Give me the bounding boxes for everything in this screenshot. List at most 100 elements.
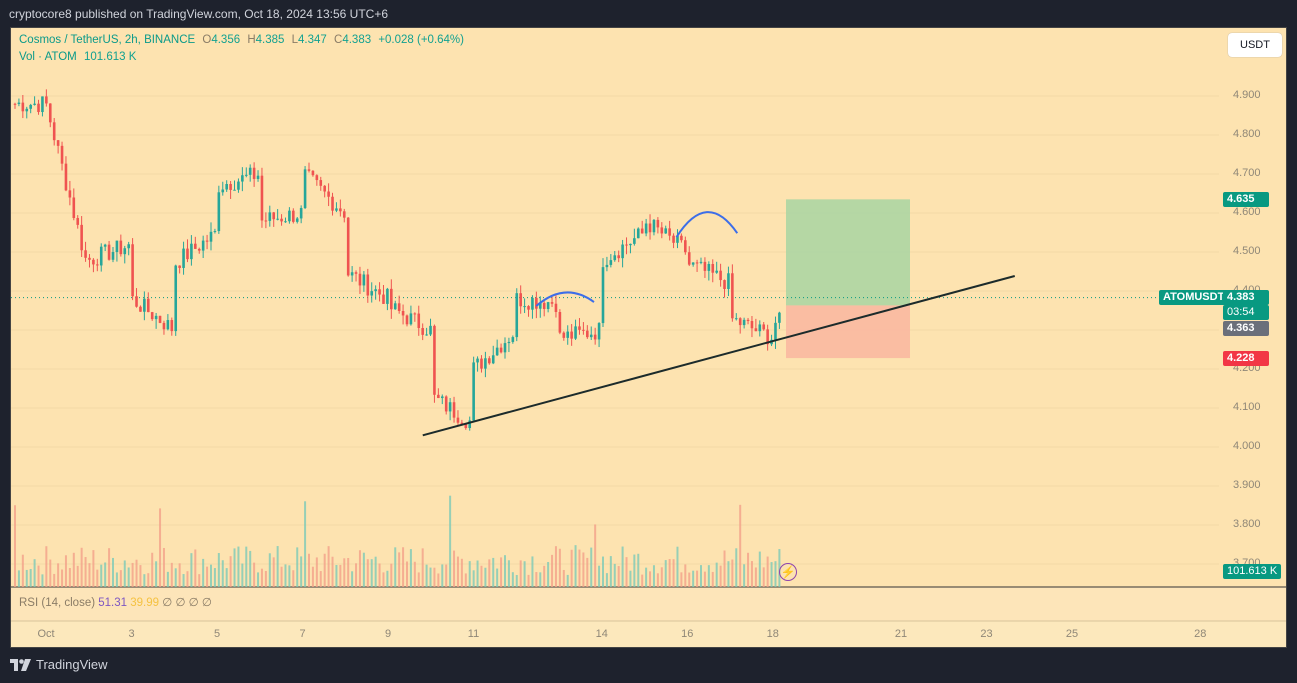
candle-body [178,265,181,268]
candle-body [221,189,225,193]
candle-body [499,347,503,353]
candle-body [762,324,766,330]
candle-body [421,328,424,335]
volume-bar [409,549,412,587]
candle-body [237,181,240,190]
candle-body [162,322,166,330]
candle-body [550,302,554,304]
volume-bar [162,547,165,587]
candle-body [186,248,189,260]
volume-bar [754,567,757,587]
volume-bar [221,560,224,587]
volume-bar [257,572,260,587]
candle-body [68,190,72,198]
candle-body [350,272,354,276]
volume-bar [402,547,405,587]
volume-bar [355,563,358,587]
volume-bar [123,560,126,587]
candle-body [99,246,103,266]
price-tick: 4.100 [1233,401,1261,413]
candle-body [295,218,299,222]
volume-bar [245,546,248,587]
candle-body [390,288,393,310]
rsi-ma-value: 39.99 [130,597,160,609]
candle-body [272,212,276,220]
candle-body [292,210,295,222]
rsi-label[interactable]: RSI (14, close) [19,597,96,609]
volume-bar [319,571,322,587]
time-tick: 28 [1194,628,1207,640]
stop-price-tag: 4.228 [1223,351,1269,366]
trendline [422,275,1016,437]
volume-bar [72,552,75,587]
volume-bar [41,574,44,587]
volume-bar [539,572,542,587]
candle-body [182,248,185,268]
volume-bar [249,550,252,587]
candle-body [437,394,440,399]
volume-bar [602,556,604,587]
volume-bar [688,572,691,587]
volume-bar [417,572,420,587]
candle-body [233,189,236,191]
candle-body [311,170,315,176]
candle-body [687,252,691,265]
volume-bar [707,565,710,587]
candle-body [605,264,609,268]
volume-bar [280,566,283,587]
volume-bar [237,546,240,587]
candle-body [746,319,750,322]
volume-bar [351,571,354,587]
volume-bar [100,564,103,587]
price-chart-canvas[interactable] [11,28,1287,648]
candle-body [60,145,64,164]
candle-body [476,358,479,363]
volume-bar [496,568,499,587]
candle-body [495,347,499,356]
volume-bar [445,564,448,587]
candle-body [335,208,338,211]
volume-bar [182,574,185,587]
volume-bar [590,547,593,587]
volume-bar [535,572,538,587]
volume-bar [96,569,99,587]
volume-label[interactable]: Vol · ATOM [19,51,77,63]
candle-body [346,217,350,276]
candle-body [738,318,742,326]
candle-body [123,248,127,255]
candle-body [194,243,197,249]
candle-body [280,218,283,222]
volume-bar [719,565,722,587]
volume-bar [766,556,769,587]
candle-body [56,140,60,146]
candle-body [29,104,32,109]
candle-body [491,355,495,364]
currency-button[interactable]: USDT [1228,33,1282,57]
symbol-label[interactable]: Cosmos / TetherUS, 2h, BINANCE [19,34,196,46]
candle-body [80,224,83,251]
candle-body [17,102,21,104]
volume-bar [649,571,652,587]
volume-legend: Vol · ATOM 101.613 K [19,51,140,63]
time-tick: 5 [213,628,221,640]
lightning-icon[interactable]: ⚡ [779,563,797,581]
symbol-price-tag: ATOMUSDT [1159,290,1229,305]
chart-frame[interactable]: Cosmos / TetherUS, 2h, BINANCE O4.356 H4… [10,27,1287,648]
target-price-tag: 4.635 [1223,192,1269,207]
candle-body [778,312,781,323]
candle-body [715,270,718,273]
volume-bar [484,567,487,587]
volume-bar [429,567,432,587]
change-value: +0.028 (+0.64%) [378,34,464,46]
volume-bar [645,567,648,587]
price-tick: 4.500 [1233,245,1261,257]
candle-body [417,313,421,329]
volume-bar [676,546,679,587]
volume-bar [311,566,314,587]
volume-bar [323,553,326,587]
volume-bar [633,554,636,587]
volume-bar [304,501,307,587]
volume-bar [621,546,624,587]
price-tick: 3.900 [1233,479,1261,491]
tradingview-logo[interactable]: TradingView [10,657,108,672]
